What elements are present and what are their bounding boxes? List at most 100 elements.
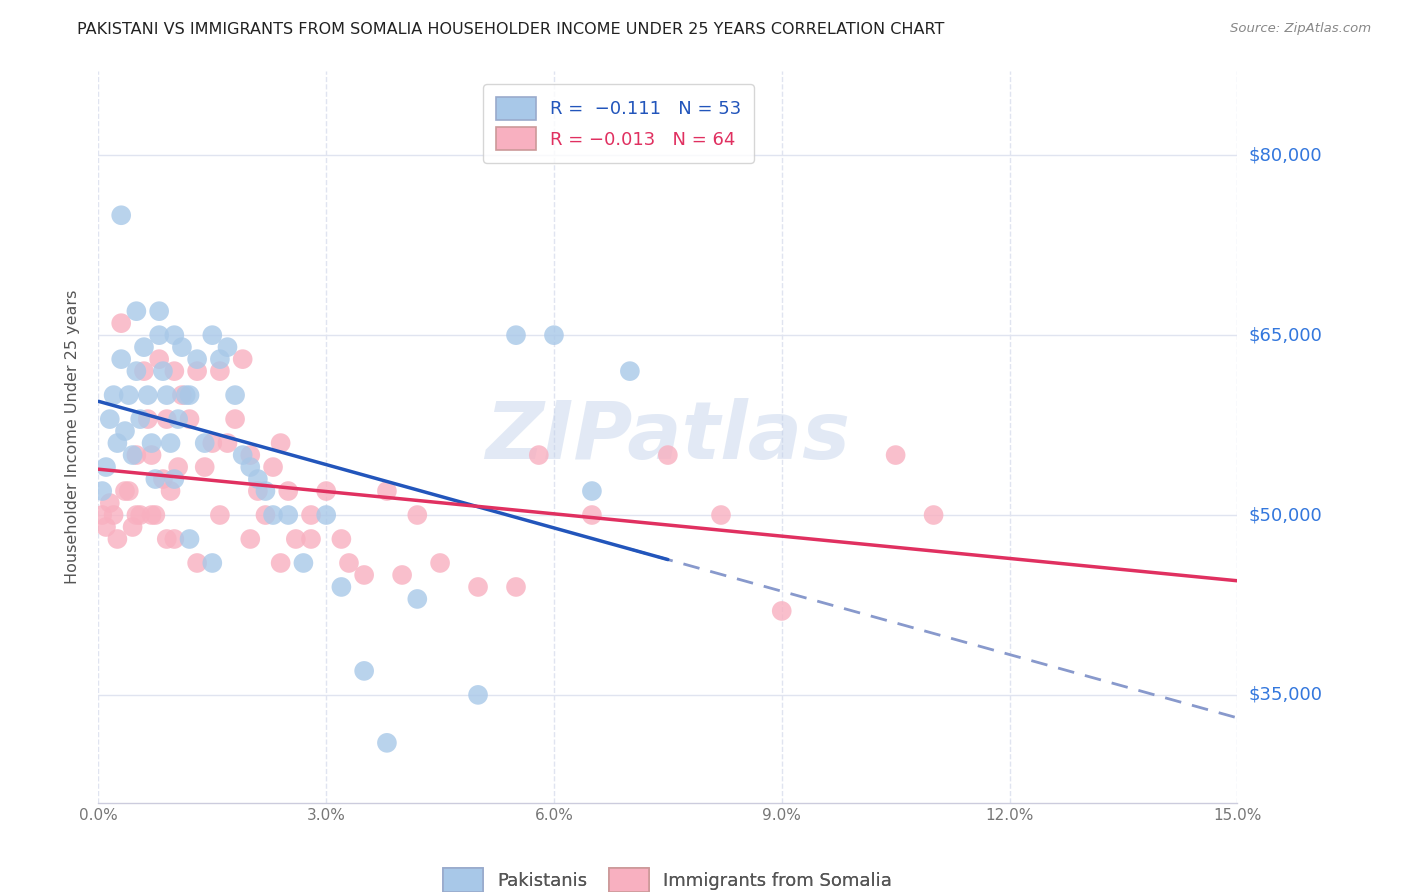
Point: [170, 340, 193, 354]
Point: [710, 508, 733, 522]
Point: [107, 532, 129, 546]
Point: [118, 483, 141, 498]
Point: [292, 556, 315, 570]
Point: [581, 483, 603, 498]
Point: [118, 388, 141, 402]
Point: [353, 568, 375, 582]
Point: [217, 340, 239, 354]
Point: [125, 304, 148, 318]
Point: [114, 424, 136, 438]
Point: [619, 364, 641, 378]
Point: [270, 556, 292, 570]
Point: [186, 352, 208, 367]
Point: [159, 483, 181, 498]
Point: [262, 460, 284, 475]
Point: [429, 556, 451, 570]
Point: [270, 436, 292, 450]
Point: [156, 388, 179, 402]
Point: [98, 496, 121, 510]
Point: [217, 436, 239, 450]
Point: [467, 688, 489, 702]
Point: [467, 580, 489, 594]
Point: [148, 304, 170, 318]
Point: [179, 412, 201, 426]
Point: [129, 508, 152, 522]
Legend: Pakistanis, Immigrants from Somalia: Pakistanis, Immigrants from Somalia: [430, 855, 905, 892]
Point: [224, 412, 246, 426]
Point: [167, 412, 190, 426]
Point: [103, 388, 125, 402]
Point: [239, 448, 262, 462]
Text: PAKISTANI VS IMMIGRANTS FROM SOMALIA HOUSEHOLDER INCOME UNDER 25 YEARS CORRELATI: PAKISTANI VS IMMIGRANTS FROM SOMALIA HOU…: [77, 22, 945, 37]
Point: [179, 532, 201, 546]
Point: [406, 591, 429, 606]
Text: Source: ZipAtlas.com: Source: ZipAtlas.com: [1230, 22, 1371, 36]
Point: [129, 412, 152, 426]
Text: $35,000: $35,000: [1249, 686, 1323, 704]
Point: [174, 388, 197, 402]
Point: [110, 208, 132, 222]
Point: [148, 328, 170, 343]
Point: [657, 448, 679, 462]
Point: [163, 364, 186, 378]
Point: [299, 508, 322, 522]
Point: [103, 508, 125, 522]
Point: [156, 412, 179, 426]
Text: $65,000: $65,000: [1249, 326, 1322, 344]
Point: [91, 508, 114, 522]
Point: [94, 520, 117, 534]
Point: [107, 436, 129, 450]
Point: [167, 460, 190, 475]
Point: [163, 472, 186, 486]
Point: [330, 580, 353, 594]
Point: [132, 364, 155, 378]
Point: [581, 508, 603, 522]
Point: [375, 736, 398, 750]
Point: [141, 508, 163, 522]
Point: [884, 448, 907, 462]
Point: [152, 364, 174, 378]
Point: [125, 448, 148, 462]
Point: [391, 568, 413, 582]
Point: [277, 483, 299, 498]
Point: [770, 604, 793, 618]
Point: [208, 508, 231, 522]
Point: [232, 448, 254, 462]
Point: [125, 364, 148, 378]
Point: [239, 460, 262, 475]
Point: [98, 412, 121, 426]
Point: [284, 532, 307, 546]
Point: [110, 352, 132, 367]
Text: $80,000: $80,000: [1249, 146, 1322, 164]
Point: [246, 472, 269, 486]
Point: [163, 328, 186, 343]
Point: [254, 483, 277, 498]
Point: [152, 472, 174, 486]
Point: [277, 508, 299, 522]
Point: [543, 328, 565, 343]
Point: [145, 472, 167, 486]
Point: [527, 448, 550, 462]
Point: [114, 483, 136, 498]
Point: [330, 532, 353, 546]
Point: [136, 388, 159, 402]
Y-axis label: Householder Income Under 25 years: Householder Income Under 25 years: [65, 290, 80, 584]
Point: [246, 483, 269, 498]
Point: [337, 556, 360, 570]
Point: [505, 328, 527, 343]
Point: [163, 532, 186, 546]
Point: [406, 508, 429, 522]
Point: [315, 483, 337, 498]
Point: [353, 664, 375, 678]
Point: [505, 580, 527, 594]
Point: [156, 532, 179, 546]
Point: [194, 436, 217, 450]
Point: [179, 388, 201, 402]
Point: [224, 388, 246, 402]
Text: $50,000: $50,000: [1249, 506, 1322, 524]
Point: [121, 448, 143, 462]
Point: [299, 532, 322, 546]
Text: ZIPatlas: ZIPatlas: [485, 398, 851, 476]
Point: [254, 508, 277, 522]
Point: [141, 448, 163, 462]
